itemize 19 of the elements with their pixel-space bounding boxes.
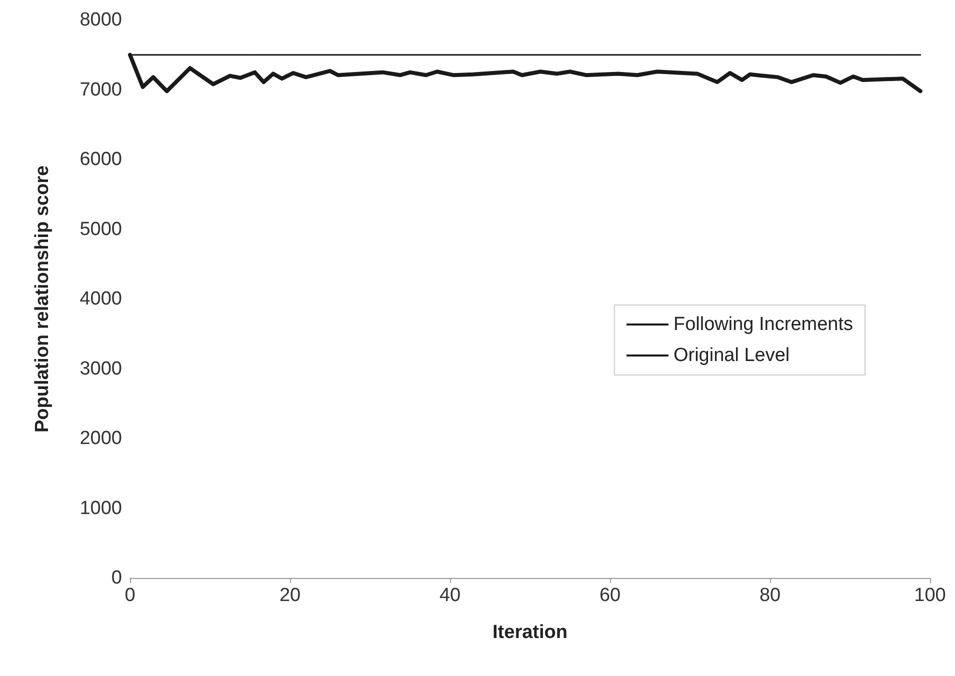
y-tick-label: 5000 bbox=[80, 218, 122, 240]
y-tick-label: 3000 bbox=[80, 358, 122, 380]
x-tick-label: 80 bbox=[759, 585, 781, 606]
y-tick-label: 0 bbox=[111, 568, 122, 588]
x-tick-label: 40 bbox=[439, 585, 461, 606]
y-tick-label: 6000 bbox=[80, 149, 122, 170]
y-tick-label: 8000 bbox=[80, 10, 122, 30]
legend-label: Following Increments bbox=[673, 314, 854, 335]
y-tick-label: 2000 bbox=[80, 428, 122, 449]
x-tick-label: 0 bbox=[124, 585, 136, 606]
x-tick-label: 60 bbox=[599, 585, 621, 606]
y-axis-title: Population relationship score bbox=[32, 165, 53, 433]
y-tick-label: 4000 bbox=[80, 288, 122, 310]
legend-label: Original Level bbox=[673, 345, 790, 366]
x-axis-title: Iteration bbox=[492, 622, 568, 643]
x-tick-label: 20 bbox=[279, 585, 301, 606]
y-tick-label: 1000 bbox=[80, 498, 122, 519]
x-tick-label: 100 bbox=[914, 585, 946, 606]
y-tick-label: 7000 bbox=[80, 79, 122, 100]
